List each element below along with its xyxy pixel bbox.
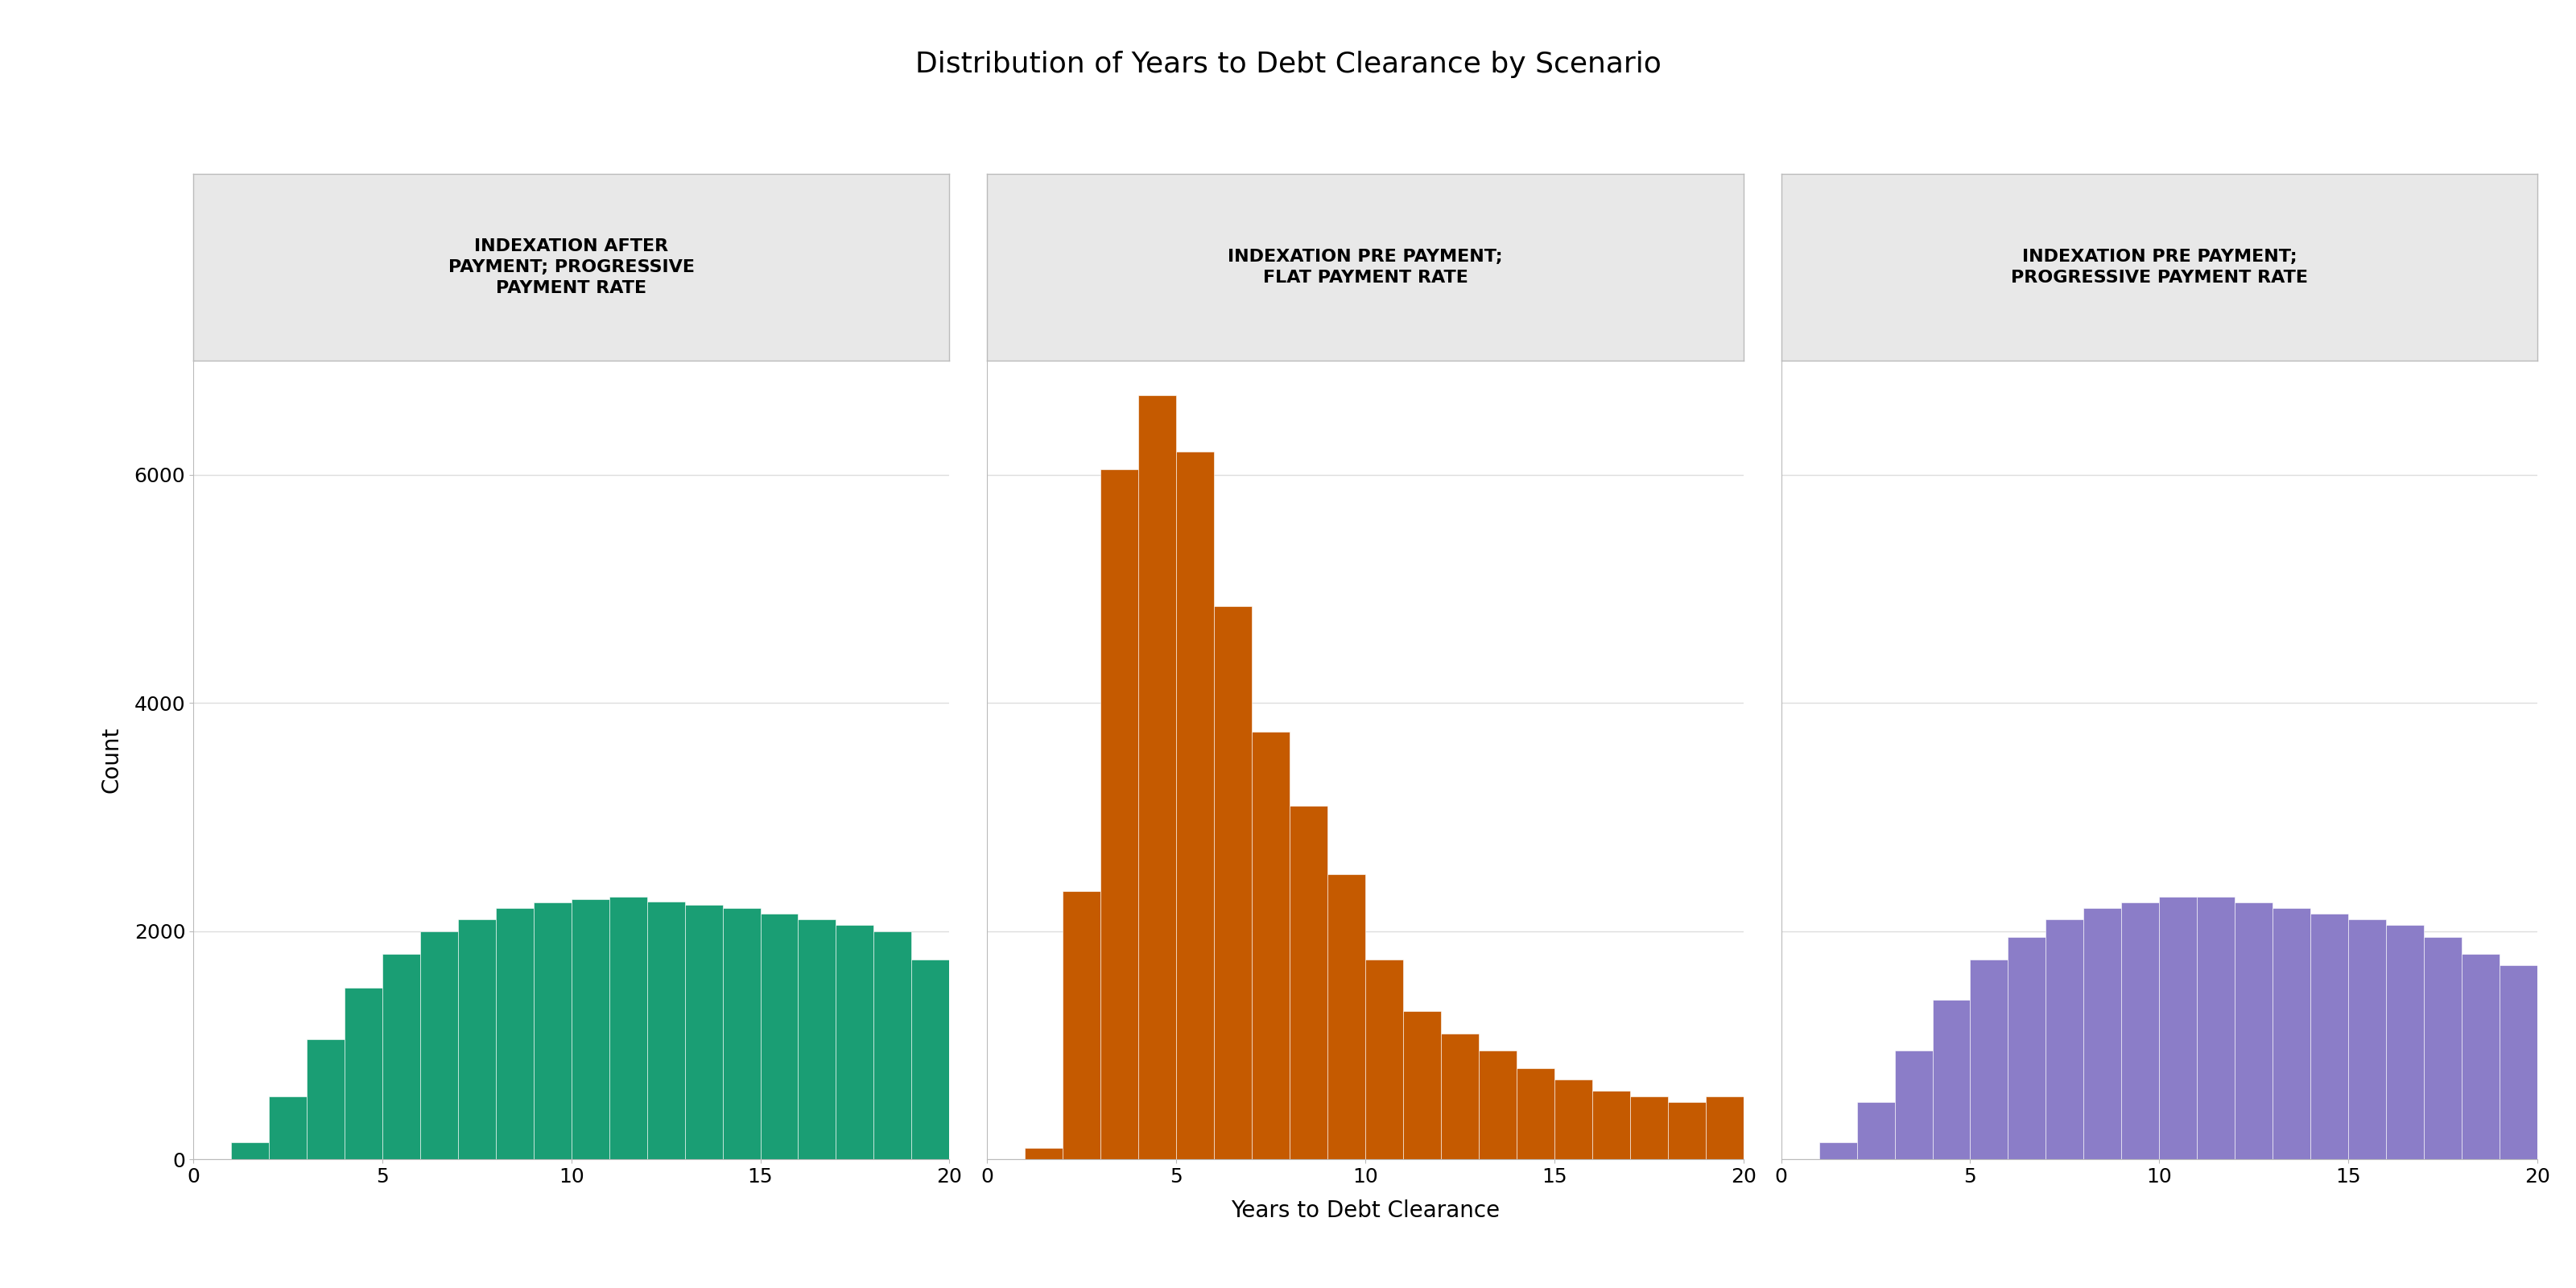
Bar xyxy=(345,988,381,1159)
Bar xyxy=(2045,920,2084,1159)
Bar xyxy=(2236,903,2272,1159)
Bar xyxy=(1479,1051,1517,1159)
Bar xyxy=(1365,960,1404,1159)
Bar xyxy=(495,908,533,1159)
Bar xyxy=(420,931,459,1159)
Bar xyxy=(2349,920,2385,1159)
Bar xyxy=(1213,605,1252,1159)
Bar xyxy=(1857,1103,1893,1159)
Bar xyxy=(572,899,608,1159)
Text: Distribution of Years to Debt Clearance by Scenario: Distribution of Years to Debt Clearance … xyxy=(914,50,1662,79)
Bar xyxy=(1592,1091,1631,1159)
Bar xyxy=(799,920,837,1159)
Bar xyxy=(2499,965,2537,1159)
Bar xyxy=(2311,914,2349,1159)
Bar xyxy=(459,920,495,1159)
Bar xyxy=(1404,1011,1440,1159)
Bar xyxy=(1667,1103,1705,1159)
Bar xyxy=(837,925,873,1159)
Bar xyxy=(1327,875,1365,1159)
Bar xyxy=(1064,891,1100,1159)
Bar xyxy=(2385,925,2424,1159)
Bar xyxy=(1139,395,1177,1159)
Bar xyxy=(1553,1079,1592,1159)
Bar xyxy=(608,896,647,1159)
Bar xyxy=(1517,1068,1553,1159)
Bar xyxy=(2197,896,2236,1159)
Bar xyxy=(1252,732,1291,1159)
Text: INDEXATION PRE PAYMENT;
FLAT PAYMENT RATE: INDEXATION PRE PAYMENT; FLAT PAYMENT RAT… xyxy=(1229,249,1502,286)
Bar xyxy=(873,931,912,1159)
Bar xyxy=(381,954,420,1159)
Bar xyxy=(1971,960,2009,1159)
Bar xyxy=(760,914,799,1159)
Bar xyxy=(2159,896,2197,1159)
Bar xyxy=(1893,1051,1932,1159)
Text: INDEXATION PRE PAYMENT;
PROGRESSIVE PAYMENT RATE: INDEXATION PRE PAYMENT; PROGRESSIVE PAYM… xyxy=(2012,249,2308,286)
Bar xyxy=(1631,1096,1667,1159)
Bar xyxy=(2084,908,2123,1159)
Bar xyxy=(685,904,721,1159)
Bar xyxy=(1025,1148,1064,1159)
Bar xyxy=(1291,805,1327,1159)
Bar xyxy=(2463,954,2499,1159)
Bar xyxy=(1100,469,1139,1159)
Bar xyxy=(1440,1034,1479,1159)
Bar xyxy=(2123,903,2159,1159)
Bar xyxy=(268,1096,307,1159)
Bar xyxy=(1177,452,1213,1159)
Bar xyxy=(1932,999,1971,1159)
Bar xyxy=(533,903,572,1159)
Bar xyxy=(307,1039,345,1159)
Bar xyxy=(721,908,760,1159)
Text: INDEXATION AFTER
PAYMENT; PROGRESSIVE
PAYMENT RATE: INDEXATION AFTER PAYMENT; PROGRESSIVE PA… xyxy=(448,238,696,296)
Bar xyxy=(2009,936,2045,1159)
Bar xyxy=(912,960,951,1159)
Y-axis label: Count: Count xyxy=(100,726,124,793)
X-axis label: Years to Debt Clearance: Years to Debt Clearance xyxy=(1231,1199,1499,1222)
Bar xyxy=(1819,1142,1857,1159)
Bar xyxy=(232,1142,268,1159)
Bar xyxy=(2424,936,2463,1159)
Bar xyxy=(647,902,685,1159)
Bar xyxy=(2272,908,2311,1159)
Bar xyxy=(1705,1096,1744,1159)
